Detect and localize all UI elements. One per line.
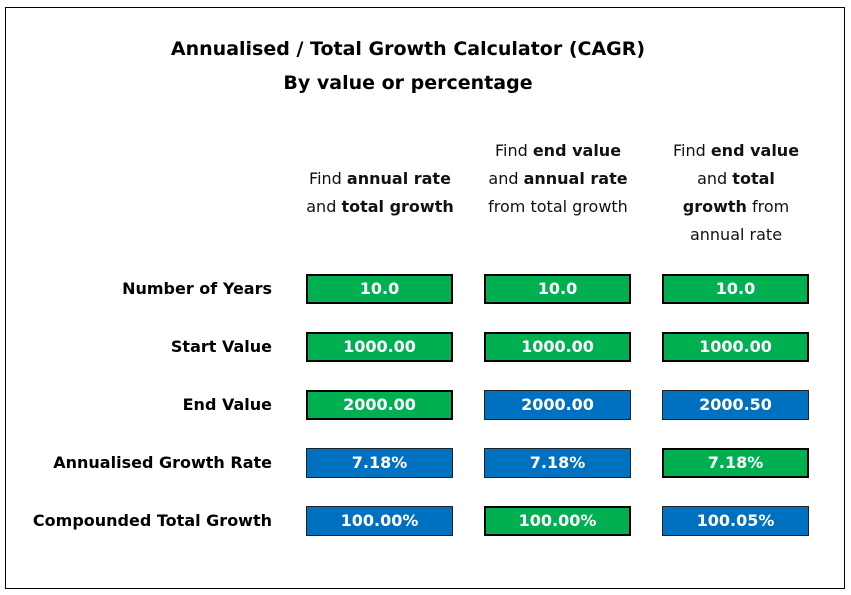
row-label: Number of Years <box>122 279 272 298</box>
header-text: and <box>697 169 733 188</box>
header-text: and <box>488 169 524 188</box>
output-cell: 7.18% <box>306 448 453 478</box>
input-cell[interactable]: 100.00% <box>484 506 631 536</box>
row-label: Annualised Growth Rate <box>53 453 272 472</box>
row-label: Compounded Total Growth <box>32 511 272 530</box>
input-cell[interactable]: 1000.00 <box>662 332 809 362</box>
column-header-3: Find end value and total growth from ann… <box>671 137 801 249</box>
header-text: Find <box>309 169 347 188</box>
output-cell: 2000.50 <box>662 390 809 420</box>
input-cell[interactable]: 10.0 <box>484 274 631 304</box>
header-text: end value <box>532 141 622 160</box>
row-label: Start Value <box>170 337 272 356</box>
subtitle: By value or percentage <box>283 72 533 94</box>
header-text: growth <box>682 197 747 216</box>
header-text: from total growth <box>488 197 628 216</box>
input-cell[interactable]: 10.0 <box>306 274 453 304</box>
input-cell[interactable]: 1000.00 <box>484 332 631 362</box>
header-text: growth <box>384 197 454 216</box>
header-text: annual rate <box>346 169 451 188</box>
header-text: from annual rate <box>689 197 790 244</box>
header-text: total <box>732 169 775 188</box>
output-cell: 2000.00 <box>484 390 631 420</box>
column-header-1: Find annual rate and total growth <box>305 165 455 221</box>
output-cell: 100.05% <box>662 506 809 536</box>
header-text: end value <box>710 141 800 160</box>
header-text: and <box>306 197 342 216</box>
header-text: Find <box>494 141 533 160</box>
row-label: End Value <box>182 395 272 414</box>
header-text: total <box>341 197 385 216</box>
title: Annualised / Total Growth Calculator (CA… <box>170 38 646 60</box>
calculator-frame <box>5 7 845 589</box>
input-cell[interactable]: 1000.00 <box>306 332 453 362</box>
column-header-2: Find end value and annual rate from tota… <box>483 137 633 221</box>
output-cell: 7.18% <box>484 448 631 478</box>
header-text: annual rate <box>523 169 628 188</box>
output-cell: 100.00% <box>306 506 453 536</box>
input-cell[interactable]: 10.0 <box>662 274 809 304</box>
header-text: Find <box>672 141 711 160</box>
input-cell[interactable]: 7.18% <box>662 448 809 478</box>
input-cell[interactable]: 2000.00 <box>306 390 453 420</box>
